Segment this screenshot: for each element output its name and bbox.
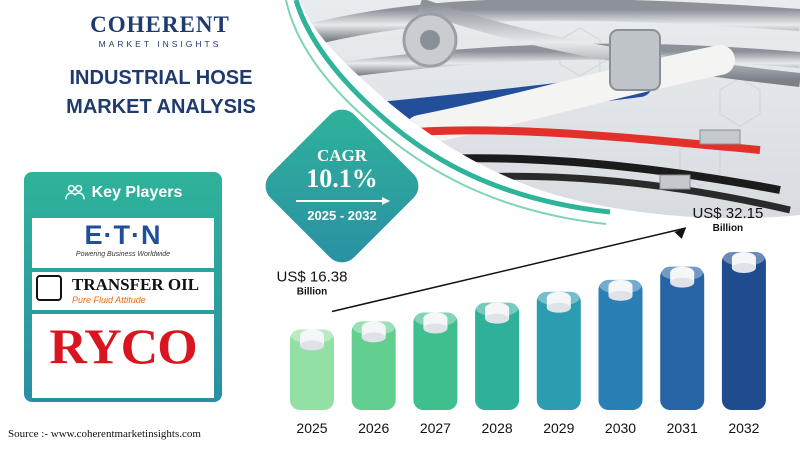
handshake-icon	[64, 184, 85, 200]
annotation-value-2032: US$ 32.15	[692, 205, 763, 222]
bar-cap-base-2025	[300, 340, 324, 351]
annotation-value-2025: US$ 16.38	[277, 269, 348, 286]
brand-tagline: MARKET INSIGHTS	[98, 39, 222, 49]
x-tick-label-2026: 2026	[358, 420, 389, 436]
cagr-label: CAGR	[316, 146, 368, 165]
key-players-header: Key Players	[24, 172, 222, 214]
bar-2027	[413, 312, 458, 410]
bar-cap-base-2031	[670, 277, 695, 288]
page-title: INDUSTRIAL HOSE MARKET ANALYSIS	[36, 64, 286, 122]
trend-arrow-head	[674, 228, 686, 239]
bar-2032	[721, 252, 766, 410]
bar-cap-base-2028	[485, 313, 510, 324]
key-players-heading: Key Players	[91, 184, 183, 201]
annotation-unit-2032: Billion	[713, 223, 744, 234]
eaton-name: E·T·N	[84, 220, 162, 250]
transfer-oil-tagline: Pure Fluid Attitude	[72, 295, 146, 305]
brand-name: COHERENT	[90, 12, 230, 37]
x-tick-label-2025: 2025	[296, 420, 327, 436]
x-tick-label-2031: 2031	[667, 420, 698, 436]
bar-cap-base-2030	[608, 290, 633, 301]
eaton-logo: E·T·N Powering Business Worldwide	[32, 218, 214, 268]
bar-2025	[290, 329, 334, 410]
source-note: Source :- www.coherentmarketinsights.com	[8, 428, 201, 440]
bar-2026	[351, 321, 396, 410]
key-players-panel: Key Players E·T·N Powering Business Worl…	[24, 172, 222, 402]
cagr-badge	[263, 107, 421, 265]
eaton-tagline: Powering Business Worldwide	[75, 251, 171, 258]
bar-2031	[660, 266, 705, 410]
x-tick-label-2028: 2028	[482, 420, 513, 436]
bar-cap-base-2027	[423, 323, 448, 334]
annotation-unit-2025: Billion	[297, 287, 328, 298]
bar-cap-base-2026	[361, 332, 386, 343]
x-tick-label-2030: 2030	[605, 420, 636, 436]
transfer-oil-name: TRANSFER OIL	[72, 275, 200, 294]
x-tick-label-2029: 2029	[543, 420, 574, 436]
ryco-logo: RYCO	[32, 314, 214, 398]
bar-cap-base-2032	[731, 263, 756, 273]
bar-2030	[598, 279, 643, 410]
bar-2029	[536, 291, 581, 410]
brand-logo: COHERENT MARKET INSIGHTS	[40, 12, 280, 49]
ryco-name: RYCO	[49, 320, 197, 375]
cagr-period: 2025 - 2032	[307, 208, 377, 223]
trend-arrow-line	[331, 227, 687, 313]
transfer-oil-emblem-icon	[36, 275, 62, 301]
x-tick-label-2027: 2027	[420, 420, 451, 436]
cagr-text-block: CAGR 10.1% 2025 - 2032	[282, 146, 402, 223]
title-line-2: MARKET ANALYSIS	[66, 96, 256, 118]
cagr-value: 10.1%	[306, 164, 378, 193]
transfer-oil-logo: TRANSFER OIL Pure Fluid Attitude	[32, 272, 214, 310]
x-tick-label-2032: 2032	[728, 420, 759, 436]
bar-cap-base-2029	[546, 302, 571, 313]
bar-2028	[475, 302, 520, 410]
cagr-arrow-icon	[296, 197, 390, 205]
title-line-1: INDUSTRIAL HOSE	[69, 67, 253, 89]
